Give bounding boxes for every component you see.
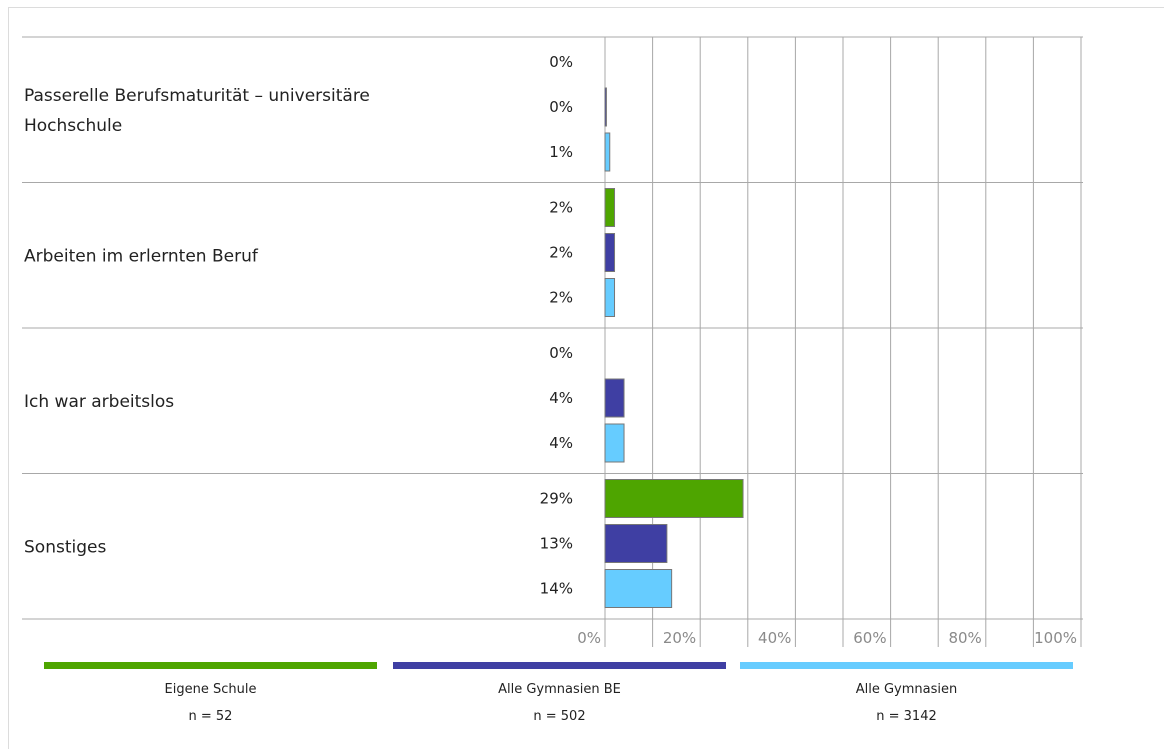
bar: [604, 423, 625, 463]
value-label: 4%: [549, 434, 573, 452]
x-tick-label: 20%: [663, 629, 696, 647]
value-label: 14%: [540, 580, 573, 598]
legend-swatch: [740, 662, 1073, 669]
bar: [604, 132, 611, 172]
bar: [604, 87, 607, 127]
category-label: Sonstiges: [24, 537, 106, 557]
legend-n-label: n = 3142: [876, 709, 936, 724]
legend-label: Eigene Schule: [165, 682, 257, 697]
value-label: 0%: [549, 344, 573, 362]
legend-n-label: n = 52: [189, 709, 233, 724]
legend-swatch: [44, 662, 377, 669]
legend-swatch: [393, 662, 726, 669]
x-tick-label: 0%: [577, 629, 601, 647]
x-tick-label: 60%: [853, 629, 886, 647]
bar: [604, 569, 673, 608]
category-label: Arbeiten im erlernten Beruf: [24, 246, 259, 266]
bar: [604, 479, 744, 518]
x-tick-label: 100%: [1034, 629, 1077, 647]
value-label: 0%: [549, 98, 573, 116]
x-tick-label: 40%: [758, 629, 791, 647]
legend-label: Alle Gymnasien BE: [498, 682, 621, 697]
category-label: Hochschule: [24, 116, 122, 136]
value-label: 2%: [549, 289, 573, 307]
category-label: Passerelle Berufsmaturität – universitär…: [24, 86, 370, 106]
value-label: 4%: [549, 389, 573, 407]
category-label: Ich war arbeitslos: [24, 392, 174, 412]
value-label: 2%: [549, 199, 573, 217]
bar: [604, 524, 668, 563]
legend-label: Alle Gymnasien: [856, 682, 958, 697]
legend-n-label: n = 502: [533, 709, 585, 724]
chart-frame: [8, 7, 1164, 749]
value-label: 1%: [549, 143, 573, 161]
bar: [604, 188, 616, 227]
x-tick-label: 80%: [948, 629, 981, 647]
bar: [604, 233, 616, 272]
value-label: 0%: [549, 53, 573, 71]
value-label: 13%: [540, 535, 573, 553]
value-label: 2%: [549, 244, 573, 262]
value-label: 29%: [540, 490, 573, 508]
bar: [604, 378, 625, 418]
bar: [604, 278, 616, 317]
